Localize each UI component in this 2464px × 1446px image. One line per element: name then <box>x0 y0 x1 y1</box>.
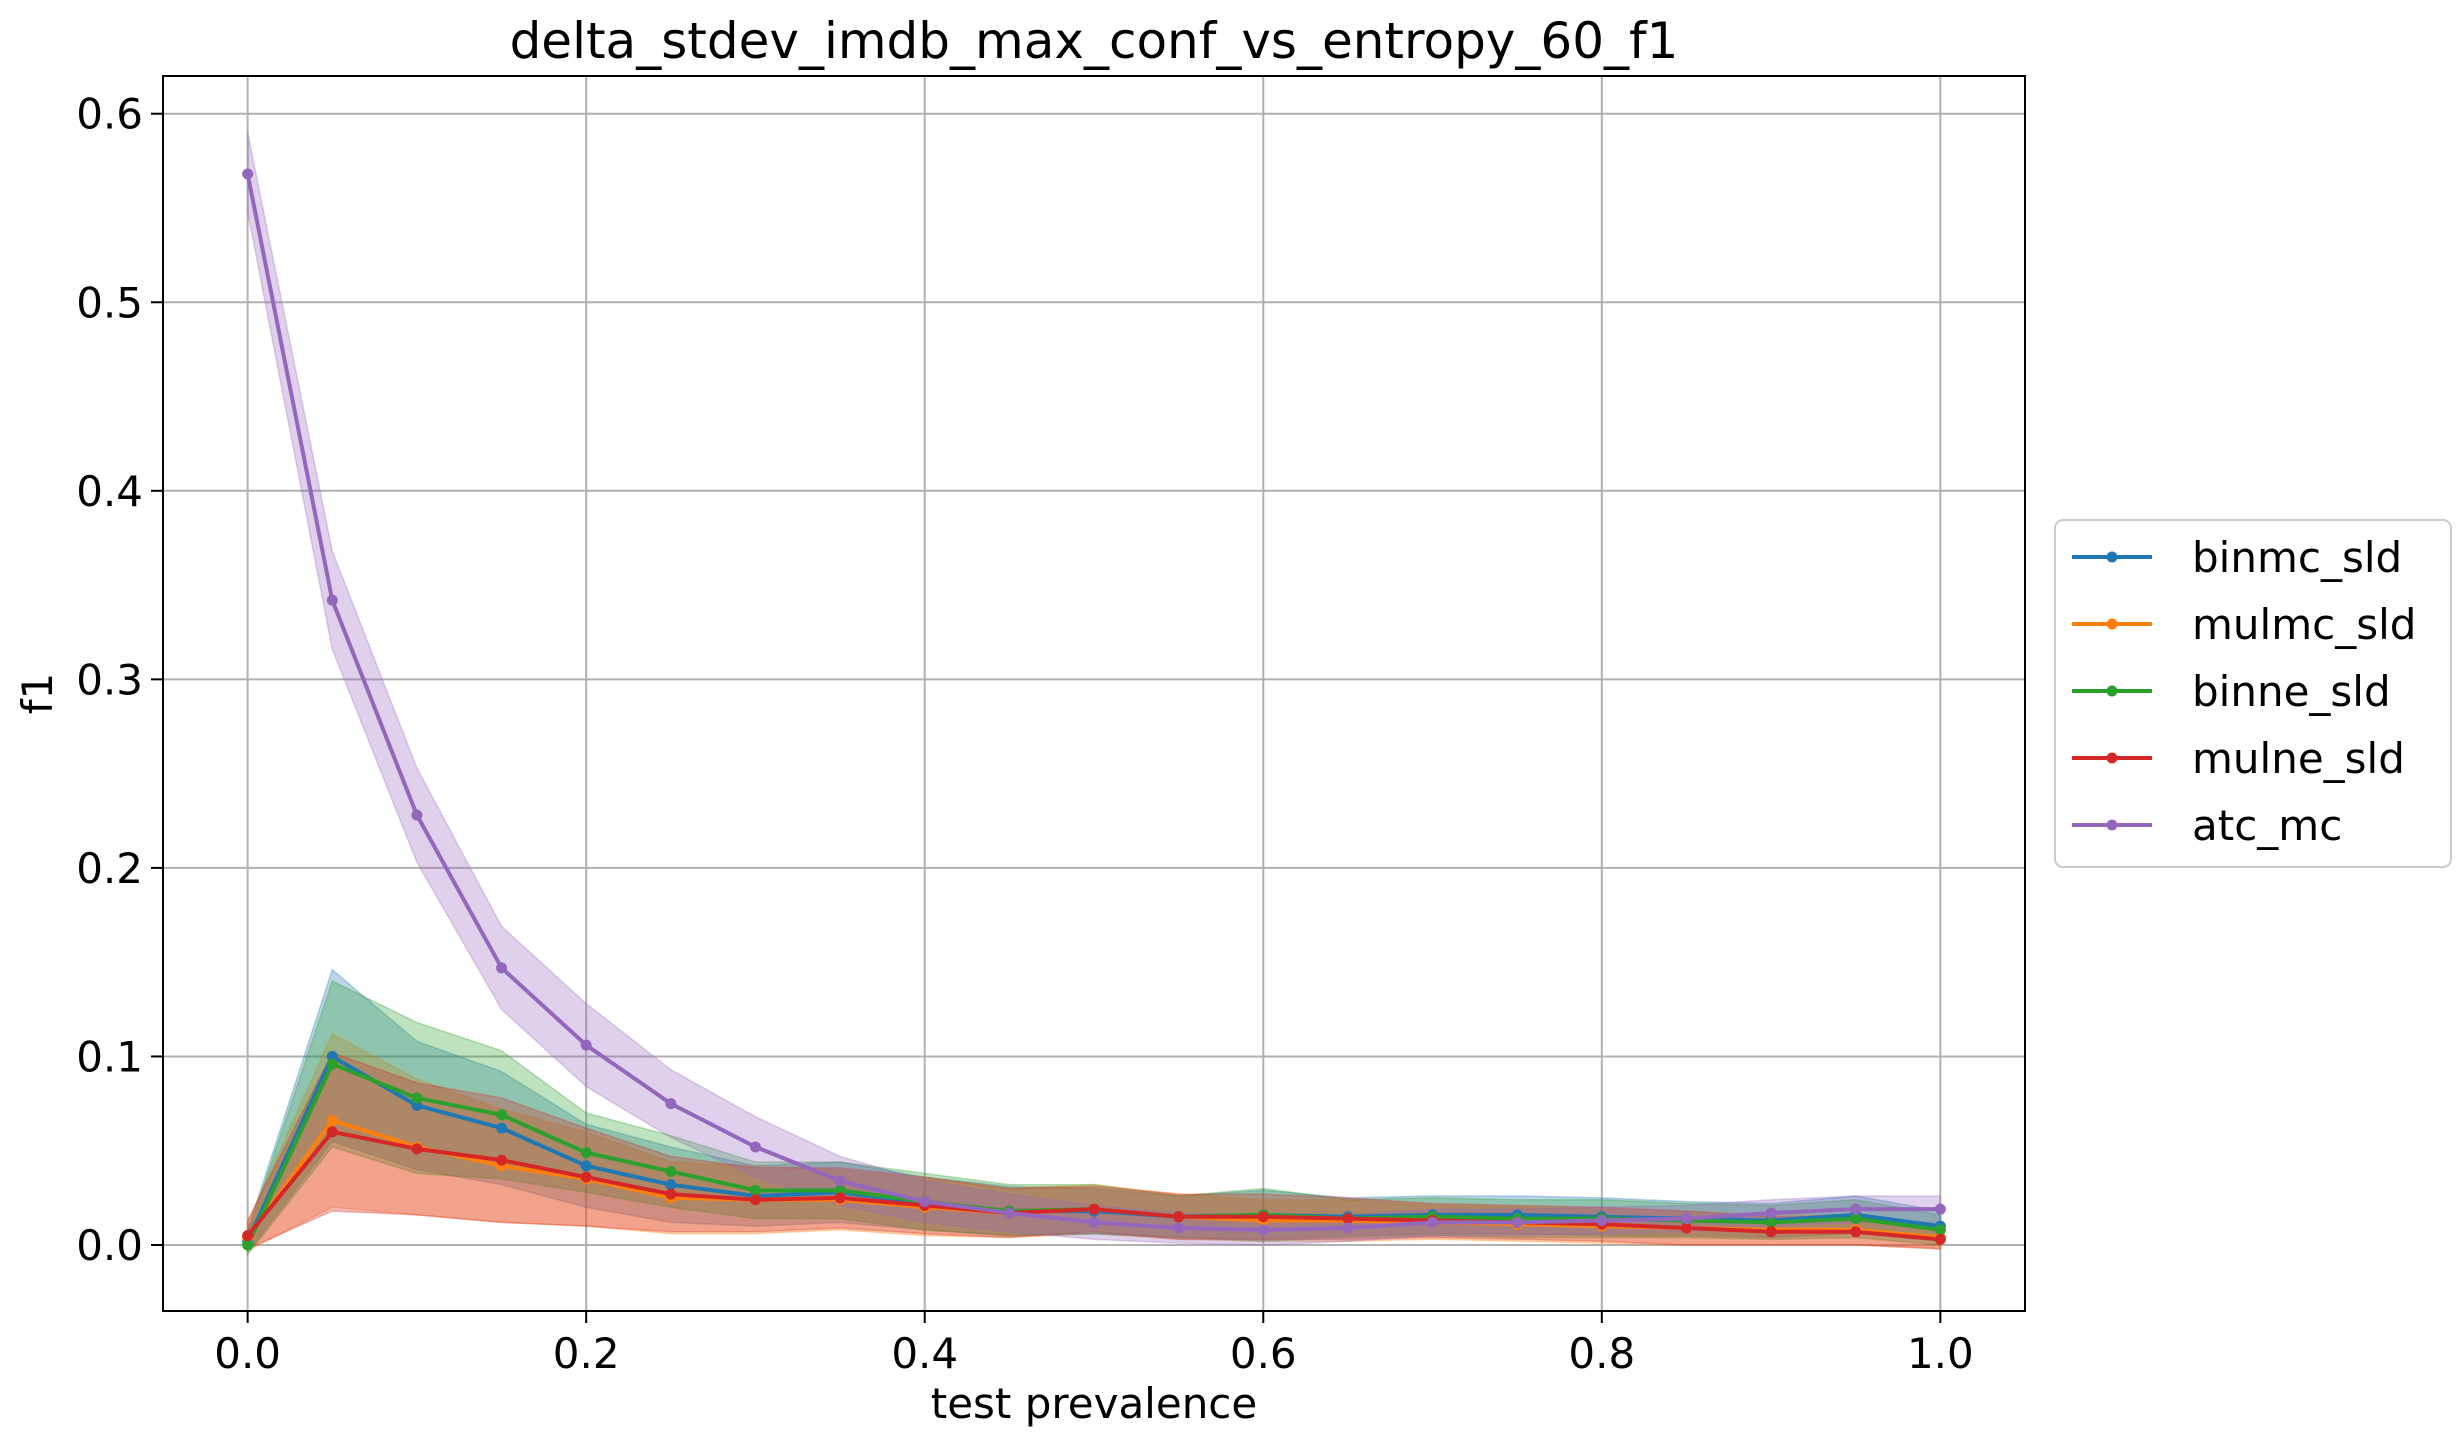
point-mulne_sld <box>1342 1213 1354 1225</box>
y-tick-label: 0.3 <box>76 655 143 704</box>
point-mulne_sld <box>749 1194 761 1206</box>
point-mulne_sld <box>1850 1226 1862 1238</box>
point-binne_sld <box>411 1092 423 1104</box>
y-tick-label: 0.0 <box>76 1221 143 1270</box>
point-atc_mc <box>1765 1207 1777 1219</box>
point-binmc_sld <box>665 1179 677 1191</box>
point-binne_sld <box>580 1147 592 1159</box>
point-mulne_sld <box>411 1143 423 1155</box>
point-mulne_sld <box>326 1126 338 1138</box>
point-atc_mc <box>1342 1222 1354 1234</box>
point-atc_mc <box>1680 1213 1692 1225</box>
y-tick-label: 0.4 <box>76 467 143 516</box>
point-binmc_sld <box>326 1050 338 1062</box>
point-atc_mc <box>580 1039 592 1051</box>
point-atc_mc <box>1511 1216 1523 1228</box>
point-atc_mc <box>326 594 338 606</box>
point-mulne_sld <box>834 1192 846 1204</box>
x-tick-label: 0.0 <box>214 1329 281 1378</box>
point-mulne_sld <box>665 1188 677 1200</box>
point-binmc_sld <box>580 1160 592 1172</box>
point-atc_mc <box>1088 1216 1100 1228</box>
y-axis-label: f1 <box>13 673 62 715</box>
legend-marker-atc_mc <box>2106 819 2118 831</box>
point-mulne_sld <box>1680 1222 1692 1234</box>
point-atc_mc <box>1003 1207 1015 1219</box>
y-tick-label: 0.6 <box>76 90 143 139</box>
y-tick-label: 0.1 <box>76 1032 143 1081</box>
grid <box>163 76 2025 1311</box>
point-atc_mc <box>1934 1203 1946 1215</box>
point-binmc_sld <box>411 1099 423 1111</box>
legend: binmc_sld mulmc_sld binne_sld mulne_sld atc_… <box>2054 519 2452 868</box>
point-atc_mc <box>665 1098 677 1110</box>
point-mulne_sld <box>1088 1203 1100 1215</box>
point-mulne_sld <box>242 1230 254 1242</box>
point-binne_sld <box>1765 1216 1777 1228</box>
point-atc_mc <box>1850 1203 1862 1215</box>
point-atc_mc <box>1596 1214 1608 1226</box>
legend-label-mulne_sld: mulne_sld <box>2192 734 2405 783</box>
x-tick-label: 0.2 <box>553 1329 620 1378</box>
x-tick-label: 0.6 <box>1230 1329 1297 1378</box>
point-binne_sld <box>326 1058 338 1070</box>
legend-label-mulmc_sld: mulmc_sld <box>2192 600 2416 649</box>
point-atc_mc <box>834 1175 846 1187</box>
y-axis-ticks: 0.0 0.1 0.2 0.3 0.4 0.5 0.6 <box>76 90 163 1270</box>
x-axis-ticks: 0.0 0.2 0.4 0.6 0.8 1.0 <box>214 1311 1974 1378</box>
point-binne_sld <box>1934 1224 1946 1236</box>
x-tick-label: 0.4 <box>891 1329 958 1378</box>
legend-label-binne_sld: binne_sld <box>2192 667 2391 716</box>
legend-marker-binne_sld <box>2106 685 2118 697</box>
legend-marker-mulmc_sld <box>2106 618 2118 630</box>
legend-label-atc_mc: atc_mc <box>2192 801 2342 850</box>
point-atc_mc <box>1427 1216 1439 1228</box>
point-mulne_sld <box>1173 1211 1185 1223</box>
point-mulne_sld <box>496 1154 508 1166</box>
point-mulne_sld <box>1765 1226 1777 1238</box>
x-axis-label: test prevalence <box>931 1379 1258 1428</box>
x-tick-label: 0.8 <box>1568 1329 1635 1378</box>
legend-marker-binmc_sld <box>2106 551 2118 563</box>
point-atc_mc <box>749 1141 761 1153</box>
point-mulne_sld <box>1257 1211 1269 1223</box>
point-binne_sld <box>496 1109 508 1121</box>
series-points <box>242 168 1946 1251</box>
point-binne_sld <box>242 1239 254 1251</box>
point-atc_mc <box>496 962 508 974</box>
plot-area <box>163 76 2025 1311</box>
x-tick-label: 1.0 <box>1907 1329 1974 1378</box>
point-mulne_sld <box>1934 1233 1946 1245</box>
y-tick-label: 0.5 <box>76 278 143 327</box>
point-atc_mc <box>919 1196 931 1208</box>
plot-frame <box>162 75 2026 1312</box>
point-binne_sld <box>1850 1213 1862 1225</box>
legend-frame <box>2054 519 2452 868</box>
point-binne_sld <box>749 1184 761 1196</box>
point-binne_sld <box>834 1184 846 1196</box>
legend-label-binmc_sld: binmc_sld <box>2192 533 2402 582</box>
legend-marker-mulne_sld <box>2106 752 2118 764</box>
point-binne_sld <box>665 1165 677 1177</box>
chart-title: delta_stdev_imdb_max_conf_vs_entropy_60_… <box>510 12 1679 70</box>
point-atc_mc <box>242 168 254 180</box>
point-atc_mc <box>411 809 423 821</box>
point-binmc_sld <box>496 1122 508 1134</box>
y-tick-label: 0.2 <box>76 844 143 893</box>
point-atc_mc <box>1257 1224 1269 1236</box>
point-mulmc_sld <box>326 1115 338 1127</box>
point-atc_mc <box>1173 1222 1185 1234</box>
point-mulne_sld <box>580 1171 592 1183</box>
